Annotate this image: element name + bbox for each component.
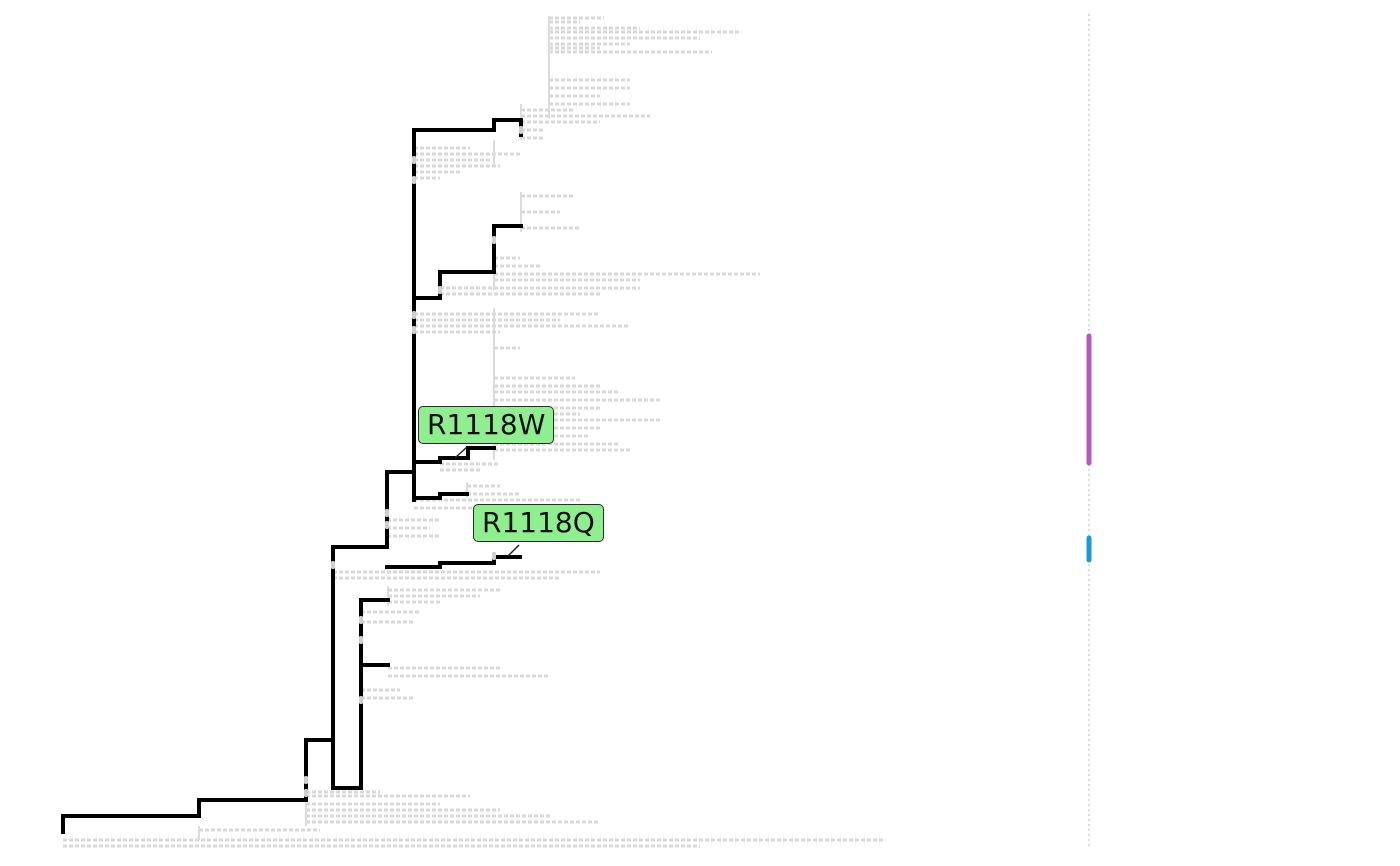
tree-node-marker (359, 636, 363, 644)
tree-node-marker (412, 156, 416, 164)
lineage-branch (412, 118, 523, 474)
mutation-label-r1118q[interactable]: R1118Q (473, 504, 604, 542)
label-connector-r1118q (507, 544, 520, 557)
tree-node-marker (359, 696, 363, 704)
lineage-branch (61, 798, 308, 834)
tree-nodes (304, 126, 523, 797)
lineage-branch (412, 492, 469, 500)
tree-node-marker (492, 552, 496, 560)
lineage-branch (331, 598, 390, 790)
tree-node-marker (519, 126, 523, 134)
lineage-branch (331, 545, 389, 790)
background-tree (63, 16, 885, 848)
tree-node-marker (412, 311, 416, 319)
tree-node-marker (412, 326, 416, 334)
lineage-branch (412, 224, 523, 300)
lineage-branch (385, 555, 522, 569)
tree-node-marker (385, 509, 389, 517)
highlighted-lineage (61, 118, 523, 834)
tree-node-marker (331, 561, 335, 569)
tree-node-marker (385, 521, 389, 529)
tree-node-marker (304, 789, 308, 797)
tree-node-marker (412, 176, 416, 184)
lineage-branch (412, 446, 496, 464)
label-connector-r1118w (454, 446, 468, 459)
tree-node-marker (359, 616, 363, 624)
tree-node-marker (438, 286, 442, 294)
tree-node-marker (492, 236, 496, 244)
mutation-label-r1118w[interactable]: R1118W (418, 406, 555, 444)
tree-node-marker (304, 776, 308, 784)
